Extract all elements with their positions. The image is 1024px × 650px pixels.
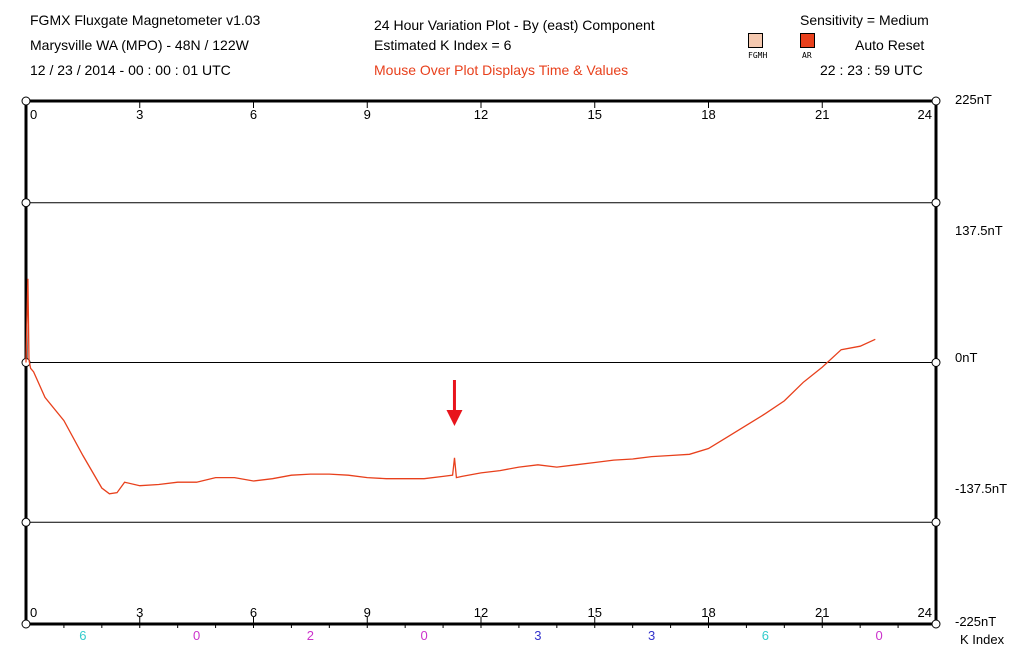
k-index-value: 0 <box>193 628 200 643</box>
x-tick-label: 24 <box>918 107 932 122</box>
y-tick-label: -225nT <box>955 614 997 629</box>
spike-arrow-marker <box>446 380 463 426</box>
k-index-label: K Index <box>960 632 1005 647</box>
arrow-head <box>446 410 463 426</box>
k-index-value: 3 <box>534 628 541 643</box>
y-tick-label: 0nT <box>955 350 978 365</box>
x-tick-label: 12 <box>474 107 488 122</box>
auto-reset-color-swatch[interactable] <box>800 33 815 48</box>
x-tick-label: 24 <box>918 605 932 620</box>
data-series <box>25 278 876 495</box>
x-tick-label: 0 <box>30 605 37 620</box>
sensitivity-label: Sensitivity = Medium <box>800 12 929 28</box>
mouse-over-hint: Mouse Over Plot Displays Time & Values <box>374 62 629 78</box>
plot-gridlines <box>26 202 936 523</box>
y-tick-label: -137.5nT <box>955 481 1008 496</box>
plot-title: 24 Hour Variation Plot - By (east) Compo… <box>374 17 655 33</box>
x-tick-label: 0 <box>30 107 37 122</box>
grid-handle-left <box>21 96 31 106</box>
grid-handle-right <box>931 96 941 106</box>
by-component-line <box>25 278 876 495</box>
x-tick-label: 6 <box>250 107 257 122</box>
grid-handle-right <box>931 517 941 527</box>
fgmh-label: FGMH <box>748 51 768 60</box>
x-axis-top: 0 3 6 9 12 15 18 21 24 <box>25 101 937 122</box>
grid-handle-right <box>931 198 941 208</box>
fgmh-color-swatch[interactable] <box>748 33 763 48</box>
k-index-estimate: Estimated K Index = 6 <box>374 37 512 53</box>
start-time: 12 / 23 / 2014 - 00 : 00 : 01 UTC <box>30 62 231 78</box>
k-index-value: 2 <box>307 628 314 643</box>
current-time: 22 : 23 : 59 UTC <box>820 62 923 78</box>
grid-handle-right <box>931 358 941 367</box>
x-tick-label: 12 <box>474 605 488 620</box>
k-index-value: 6 <box>79 628 86 643</box>
x-tick-label: 9 <box>364 605 371 620</box>
k-index-value: 0 <box>876 628 883 643</box>
x-tick-label: 18 <box>701 605 715 620</box>
k-index-value: 6 <box>762 628 769 643</box>
x-tick-label: 15 <box>588 605 602 620</box>
grid-handle-right <box>931 619 941 629</box>
x-tick-label: 15 <box>588 107 602 122</box>
x-tick-label: 21 <box>815 605 829 620</box>
grid-handle-left <box>21 198 31 208</box>
k-index-value: 3 <box>648 628 655 643</box>
x-axis-bottom: 0 3 6 9 12 15 18 21 24 <box>25 605 937 628</box>
grid-handle-left <box>21 517 31 527</box>
x-tick-label: 3 <box>136 107 143 122</box>
station-location: Marysville WA (MPO) - 48N / 122W <box>30 37 249 53</box>
k-index-value: 0 <box>421 628 428 643</box>
y-tick-label: 225nT <box>955 92 992 107</box>
x-tick-label: 6 <box>250 605 257 620</box>
x-tick-label: 9 <box>364 107 371 122</box>
x-tick-label: 21 <box>815 107 829 122</box>
ar-label: AR <box>802 51 812 60</box>
grid-handle-left <box>21 619 31 629</box>
k-index-row: 6 0 2 0 3 3 6 0 <box>79 628 882 643</box>
y-tick-label: 137.5nT <box>955 223 1003 238</box>
auto-reset-label: Auto Reset <box>855 37 925 53</box>
x-tick-label: 3 <box>136 605 143 620</box>
app-title: FGMX Fluxgate Magnetometer v1.03 <box>30 12 261 28</box>
x-tick-label: 18 <box>701 107 715 122</box>
